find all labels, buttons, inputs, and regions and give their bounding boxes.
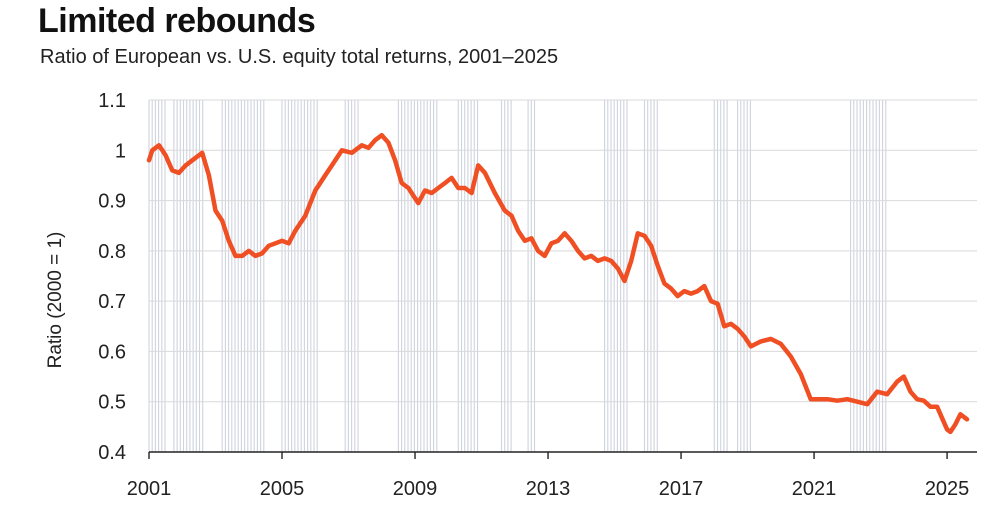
gridlines [149,99,977,403]
y-tick-label: 0.9 [98,191,126,213]
series-line-layer [146,132,970,435]
shaded-periods [148,100,887,452]
x-tick-label: 2013 [526,478,571,500]
x-tick-label: 2009 [393,478,438,500]
shaded-period [221,100,265,452]
shaded-period [344,100,359,452]
chart-title: Limited rebounds [38,2,316,40]
y-tick-label: 0.8 [98,241,126,263]
shaded-period [457,100,479,452]
x-tick-label: 2017 [659,478,704,500]
shaded-period [397,100,438,452]
x-tick-label: 2025 [925,478,970,500]
x-tick-label: 2001 [127,478,172,500]
y-tick-label: 1.1 [98,90,126,112]
y-tick-label: 0.4 [98,442,126,464]
x-tick-label: 2021 [792,478,837,500]
x-tick-label: 2005 [260,478,305,500]
shaded-period [527,100,536,452]
shaded-period [500,100,512,452]
chart-subtitle: Ratio of European vs. U.S. equity total … [40,46,559,68]
y-tick-label: 0.5 [98,392,126,414]
shaded-period [281,100,318,452]
shaded-period [850,100,887,452]
y-tick-label: 0.6 [98,341,126,363]
axes [148,451,977,459]
y-tick-label: 0.7 [98,291,126,313]
shaded-period [713,100,728,452]
y-axis-title: Ratio (2000 = 1) [45,232,66,369]
shaded-period [173,100,204,452]
series-line [146,132,970,435]
y-tick-label: 1 [115,140,126,162]
shaded-period [737,100,751,452]
shaded-period [643,100,658,452]
